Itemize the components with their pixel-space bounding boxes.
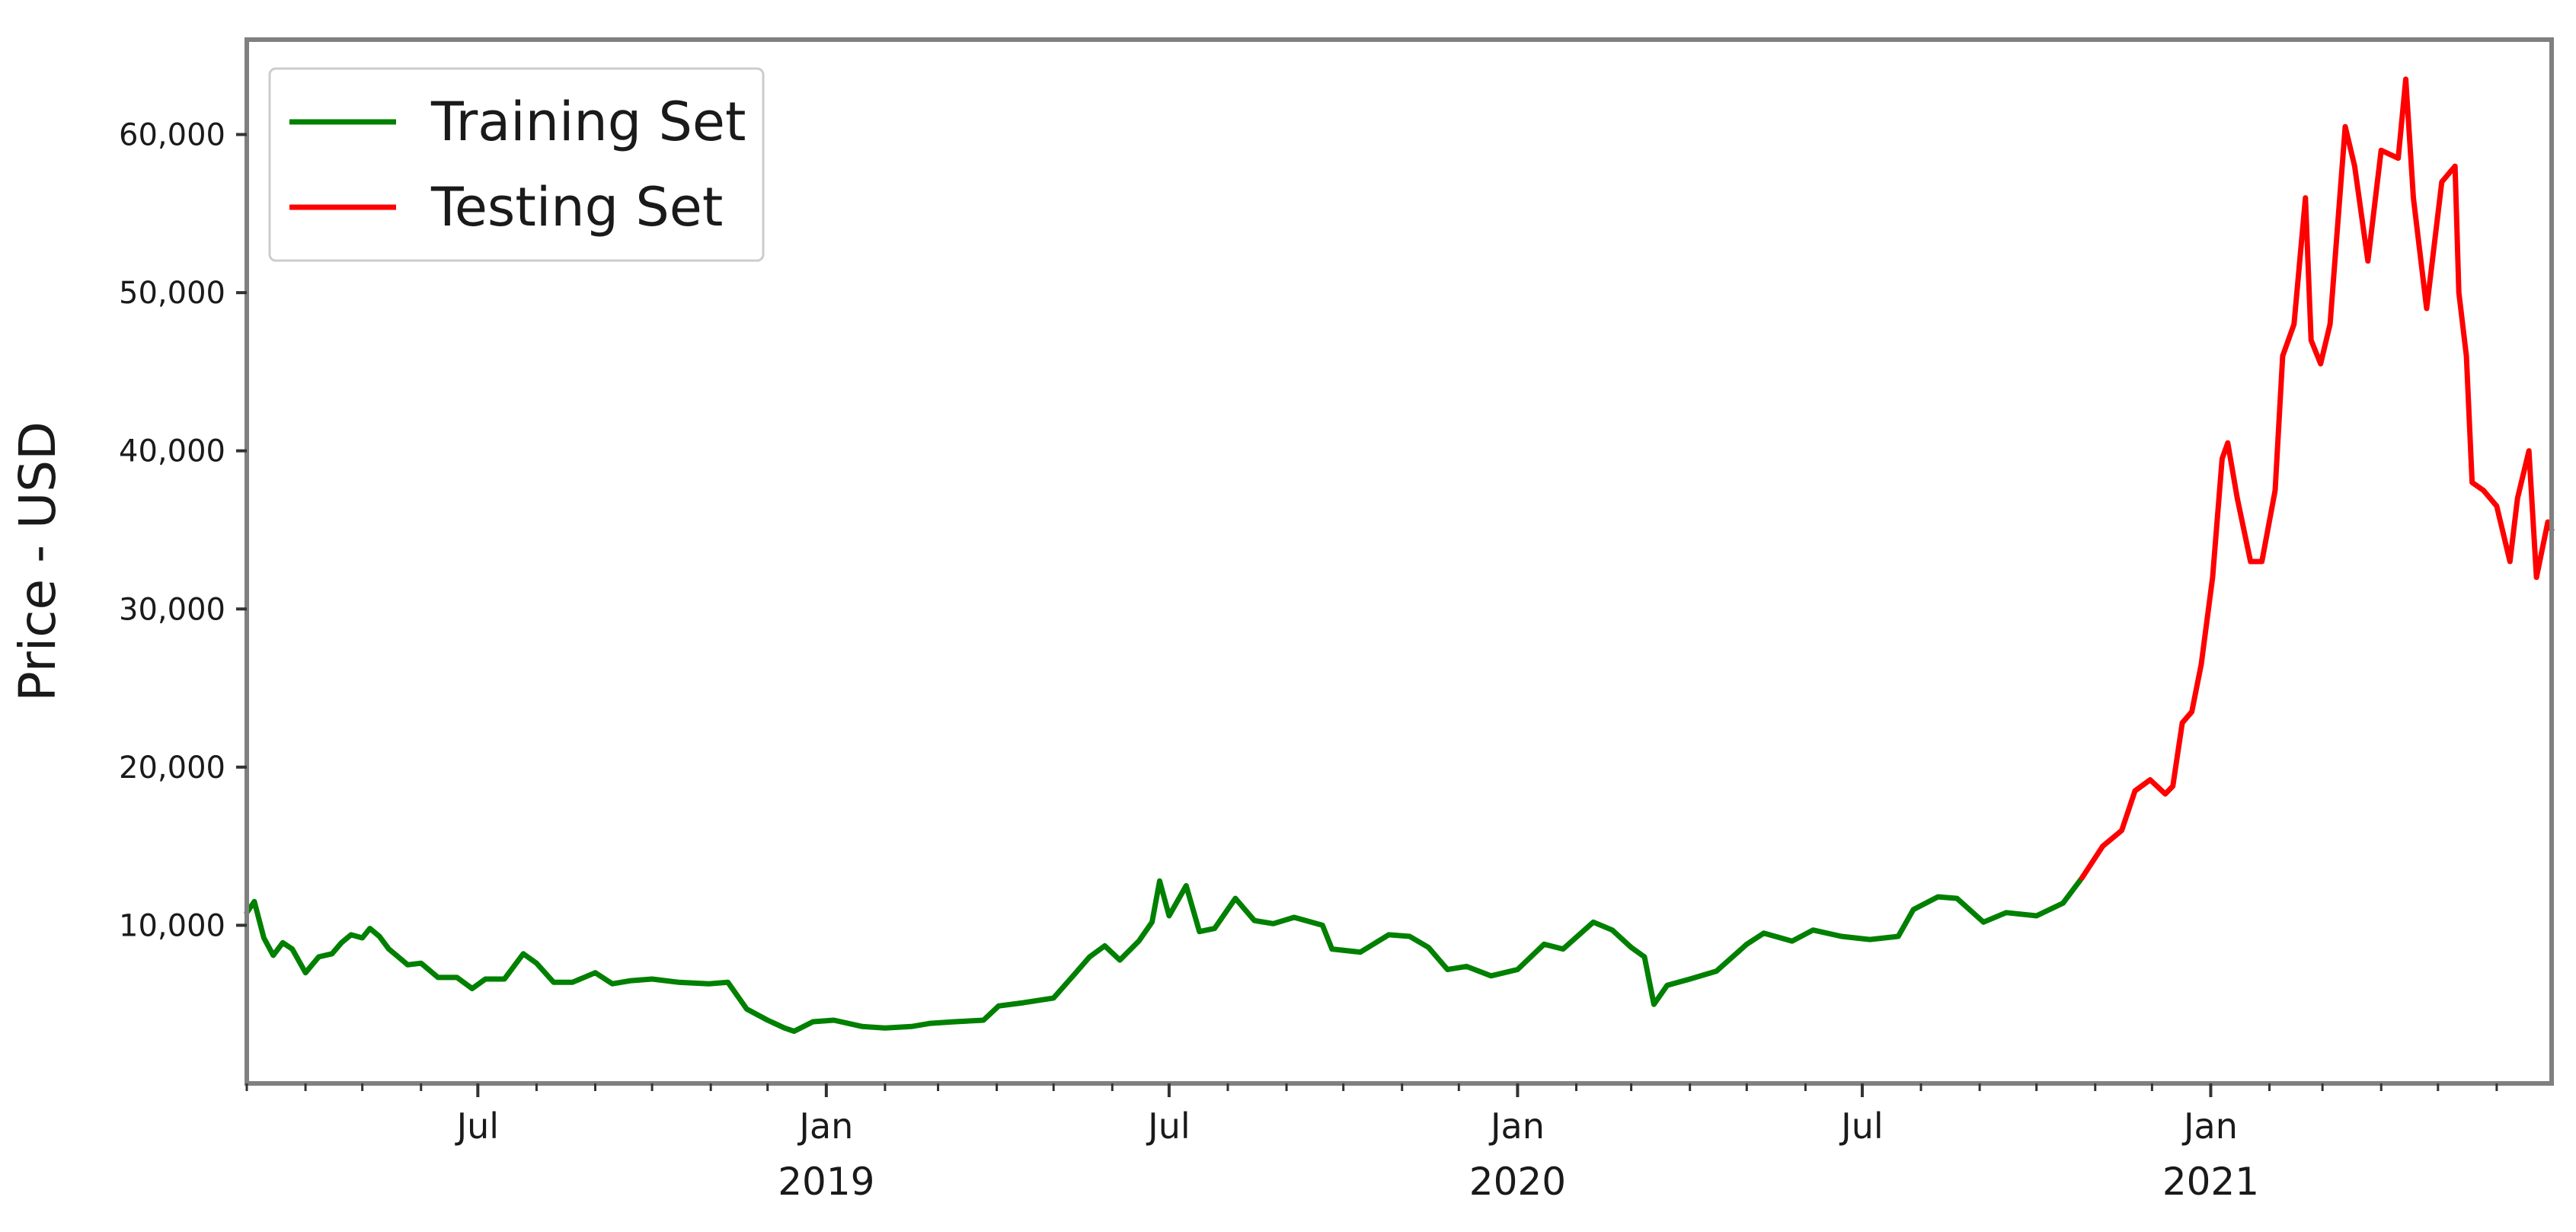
legend: Training Set Testing Set [268,67,765,262]
y-tick-label: 40,000 [119,434,225,469]
x-tick-label: Jul [455,1106,500,1147]
y-tick-label: 50,000 [119,276,225,311]
plot-frame [244,37,2554,1086]
legend-label-training: Training Set [430,91,746,153]
y-tick-label: 20,000 [119,750,225,786]
y-tick-label: 10,000 [119,908,225,943]
series-line-training [244,875,2085,1034]
series-line-testing [2079,76,2555,881]
y-tick-label: 60,000 [119,118,225,153]
x-tick-label: Jan [1488,1106,1545,1147]
x-tick-label: Jul [1146,1106,1191,1147]
y-axis: 10,000 20,000 30,000 40,000 50,000 60,000 [119,118,247,943]
series-layer [244,76,2555,1034]
y-tick-label: 30,000 [119,592,225,627]
x-axis: Jul Jan 2019 Jul Jan 2020 Jul Jan 2021 [245,1083,2498,1204]
x-year-label: 2021 [2162,1160,2259,1204]
x-year-label: 2019 [778,1160,874,1204]
legend-box [268,67,765,262]
legend-label-testing: Testing Set [430,176,723,238]
x-tick-label: Jan [797,1106,853,1147]
y-axis-label: Price - USD [8,421,67,702]
x-tick-label: Jan [2181,1106,2238,1147]
x-year-label: 2020 [1469,1160,1566,1204]
x-tick-label: Jul [1839,1106,1884,1147]
